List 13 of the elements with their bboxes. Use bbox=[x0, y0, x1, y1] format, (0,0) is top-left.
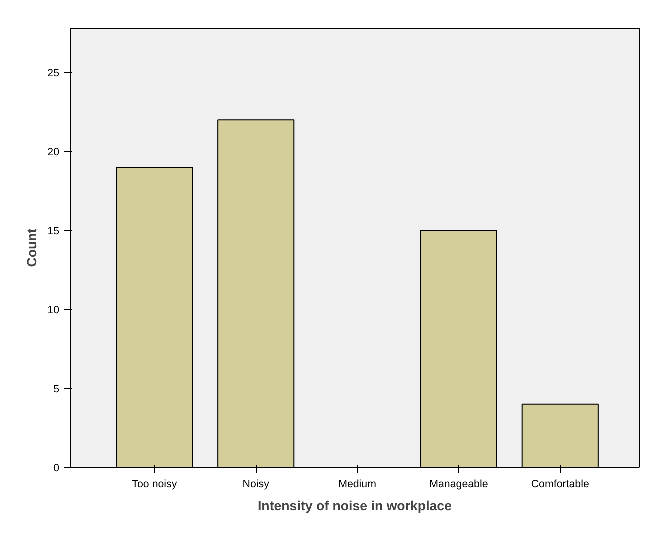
y-axis-title: Count bbox=[24, 228, 40, 268]
x-tick-label: Too noisy bbox=[132, 478, 178, 490]
y-tick-label: 0 bbox=[54, 462, 60, 474]
y-tick-label: 5 bbox=[54, 384, 60, 396]
x-tick-label: Noisy bbox=[242, 478, 270, 490]
y-tick-label: 20 bbox=[48, 146, 60, 159]
y-tick-label: 25 bbox=[48, 68, 60, 80]
x-tick-label: Medium bbox=[338, 478, 377, 490]
y-tick-label: 15 bbox=[48, 226, 60, 238]
x-tick-label: Manageable bbox=[430, 478, 488, 490]
y-tick-label: 10 bbox=[48, 304, 60, 317]
x-axis-title: Intensity of noise in workplace bbox=[258, 498, 452, 514]
x-tick-label: Comfortable bbox=[531, 478, 590, 490]
